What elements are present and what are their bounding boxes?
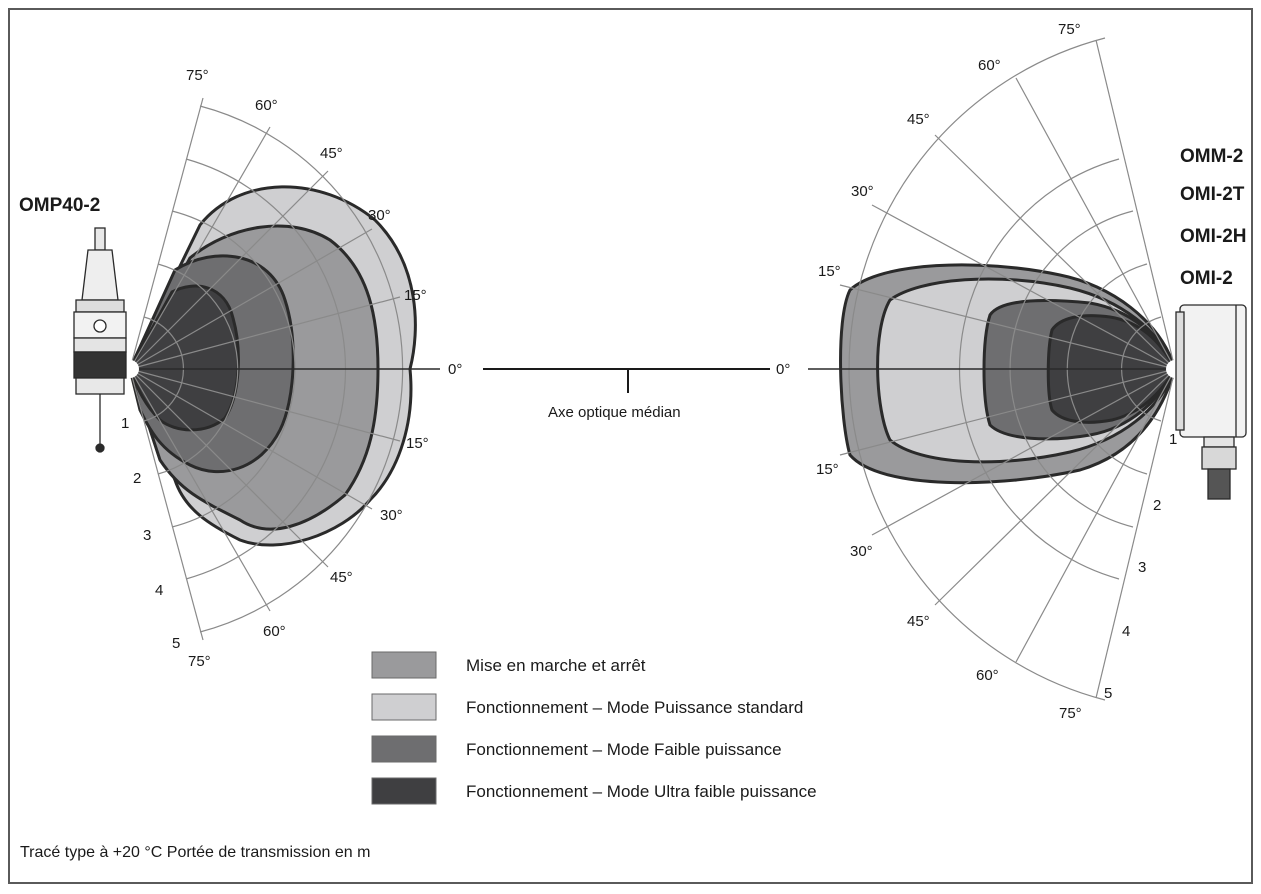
left-angle-15-lower: 15° (406, 435, 429, 452)
right-range-5: 5 (1104, 685, 1112, 702)
right-device-name-3: OMI-2H (1180, 226, 1247, 247)
right-angle-75-lower: 75° (1059, 705, 1082, 722)
legend-swatch-standard (371, 693, 437, 721)
probe-icon (73, 227, 127, 453)
interface-unit-icon (1175, 304, 1247, 500)
left-range-4: 4 (155, 582, 163, 599)
left-angle-75-lower: 75° (188, 653, 211, 670)
axis-label: Axe optique médian (548, 404, 681, 421)
left-angle-30-upper: 30° (368, 207, 391, 224)
right-angle-60-lower: 60° (976, 667, 999, 684)
right-angle-15-lower: 15° (816, 461, 839, 478)
legend-swatch-switch (371, 651, 437, 679)
legend: Mise en marche et arrêt Fonctionnement –… (371, 651, 817, 805)
optical-axis: Axe optique médian (483, 368, 770, 421)
right-angle-15-upper: 15° (818, 263, 841, 280)
left-angle-rays (129, 97, 401, 641)
right-polar-plot: 75° 60° 45° 30° 15° 0° 15° 30° 45° 60° 7… (776, 21, 1247, 722)
footer-note: Tracé type à +20 °C Portée de transmissi… (20, 844, 370, 861)
legend-label-low: Fonctionnement – Mode Faible puissance (466, 740, 782, 759)
legend-label-switch: Mise en marche et arrêt (466, 656, 646, 675)
legend-label-ultra: Fonctionnement – Mode Ultra faible puiss… (466, 782, 817, 801)
left-angle-60-upper: 60° (255, 97, 278, 114)
right-angle-30-lower: 30° (850, 543, 873, 560)
left-range-3: 3 (143, 527, 151, 544)
left-angle-15-upper: 15° (404, 287, 427, 304)
right-range-3: 3 (1138, 559, 1146, 576)
left-angle-60-lower: 60° (263, 623, 286, 640)
right-angle-60-upper: 60° (978, 57, 1001, 74)
left-range-1: 1 (121, 415, 129, 432)
right-range-4: 4 (1122, 623, 1130, 640)
right-angle-75-upper: 75° (1058, 21, 1081, 38)
left-range-2: 2 (133, 470, 141, 487)
legend-swatch-ultra (371, 777, 437, 805)
right-device-name-2: OMI-2T (1180, 184, 1245, 205)
left-angle-75-upper: 75° (186, 67, 209, 84)
left-device-name: OMP40-2 (19, 195, 100, 216)
left-angle-45-lower: 45° (330, 569, 353, 586)
right-angle-rays (839, 39, 1176, 699)
right-angle-30-upper: 30° (851, 183, 874, 200)
right-angle-zero: 0° (776, 361, 790, 378)
right-device-name-1: OMM-2 (1180, 146, 1243, 167)
legend-swatch-low (371, 735, 437, 763)
right-range-1: 1 (1169, 431, 1177, 448)
left-angle-zero: 0° (448, 361, 462, 378)
right-angle-45-lower: 45° (907, 613, 930, 630)
right-angle-45-upper: 45° (907, 111, 930, 128)
right-device-name-4: OMI-2 (1180, 268, 1233, 289)
left-angle-45-upper: 45° (320, 145, 343, 162)
left-range-5: 5 (172, 635, 180, 652)
right-range-2: 2 (1153, 497, 1161, 514)
legend-label-standard: Fonctionnement – Mode Puissance standard (466, 698, 803, 717)
left-polar-plot: 75° 60° 45° 30° 15° 0° 15° 30° 45° 60° 7… (19, 67, 462, 670)
left-angle-30-lower: 30° (380, 507, 403, 524)
